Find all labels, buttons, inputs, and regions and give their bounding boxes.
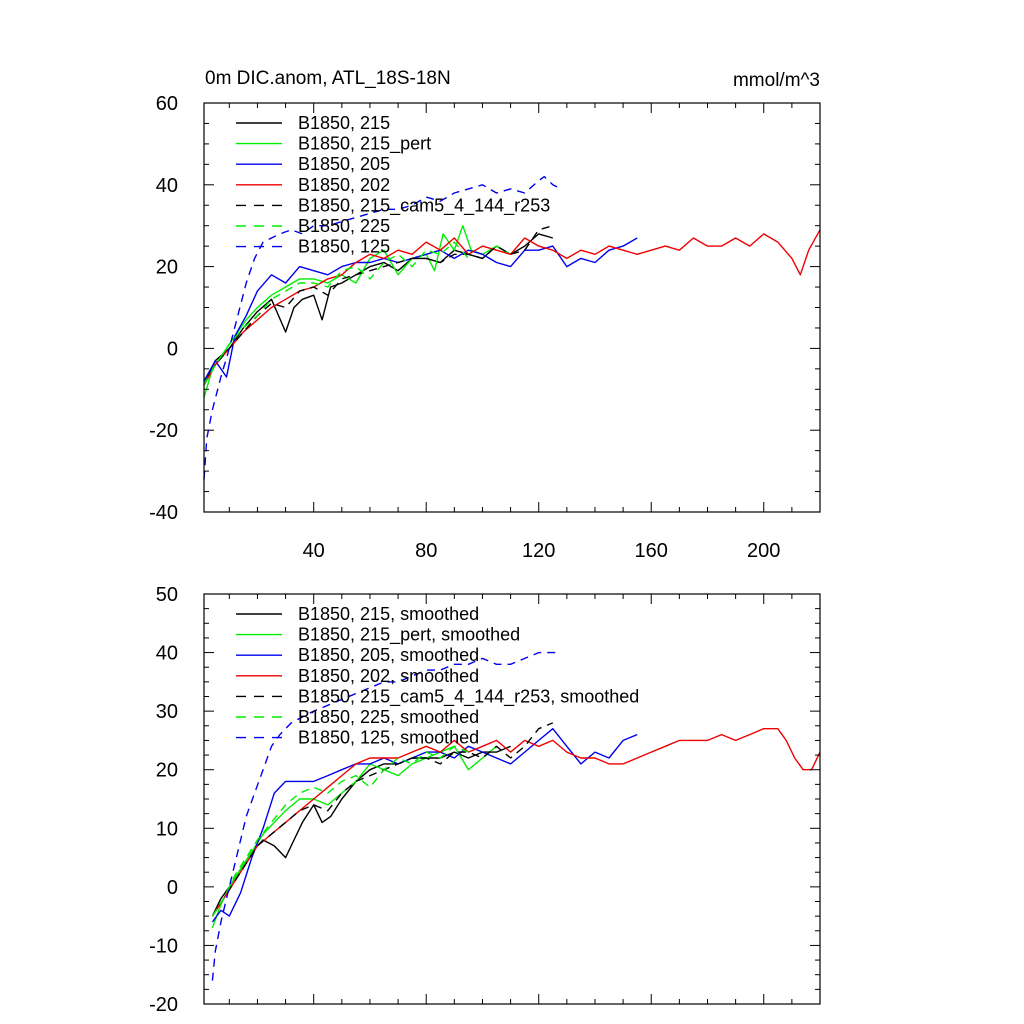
y-tick-label: 50: [156, 584, 178, 606]
series-line-1-1: [211, 745, 497, 929]
top-series-group: [203, 175, 821, 480]
legend-label: B1850, 215_pert: [298, 134, 431, 155]
y-tick-label: 10: [156, 818, 178, 840]
legend-label: B1850, 125: [298, 237, 390, 257]
y-tick-label: 0: [167, 877, 178, 899]
legend-label: B1850, 225, smoothed: [298, 707, 479, 727]
y-tick-label: 40: [156, 175, 178, 197]
x-tick-label: 80: [415, 540, 437, 562]
top-panel: 0m DIC.anom, ATL_18S-18N mmol/m^3 -40 -20…: [149, 68, 821, 562]
y-tick-label: 20: [156, 760, 178, 782]
series-line-0-6: [203, 175, 562, 480]
y-tick-label: 60: [156, 93, 178, 115]
legend-label: B1850, 202, smoothed: [298, 666, 479, 686]
y-tick-label: -20: [149, 994, 178, 1016]
series-line-1-0: [211, 745, 511, 917]
series-line-1-4: [211, 722, 554, 917]
top-axis-ticks: -40 -20 0 20 40 60 40 80 120 160 200: [149, 93, 821, 562]
legend-label: B1850, 225: [298, 216, 390, 236]
top-plot-frame: [203, 102, 821, 513]
x-tick-label: 200: [747, 540, 780, 562]
series-line-0-5: [203, 241, 469, 386]
y-tick-label: 0: [167, 338, 178, 360]
series-line-0-1: [203, 224, 511, 398]
y-tick-label: -20: [149, 420, 178, 442]
y-tick-label: 40: [156, 643, 178, 665]
x-tick-label: 120: [522, 540, 555, 562]
y-tick-label: 20: [156, 257, 178, 279]
legend-label: B1850, 202: [298, 175, 390, 195]
legend-label: B1850, 125, smoothed: [298, 728, 479, 748]
legend-label: B1850, 215_pert, smoothed: [298, 625, 520, 646]
y-tick-label: -40: [149, 502, 178, 524]
legend-label: B1850, 215, smoothed: [298, 604, 479, 624]
series-line-1-3: [211, 728, 821, 917]
x-tick-label: 40: [303, 540, 325, 562]
bottom-axis-ticks: -20 -10 0 10 20 30 40 50: [149, 584, 821, 1016]
x-tick-label: 160: [635, 540, 668, 562]
series-line-0-3: [203, 229, 821, 386]
bottom-series-group: [211, 651, 821, 981]
top-panel-title: 0m DIC.anom, ATL_18S-18N: [205, 68, 451, 89]
legend-label: B1850, 215_cam5_4_144_r253, smoothed: [298, 686, 639, 707]
series-line-1-5: [211, 745, 469, 917]
legend-label: B1850, 215: [298, 113, 390, 133]
top-panel-units: mmol/m^3: [733, 70, 820, 91]
y-tick-label: -10: [149, 935, 178, 957]
legend-label: B1850, 205: [298, 154, 390, 174]
y-tick-label: 30: [156, 701, 178, 723]
bottom-plot-frame: [203, 593, 821, 1005]
series-line-1-6: [211, 651, 562, 981]
legend-label: B1850, 215_cam5_4_144_r253: [298, 195, 550, 216]
legend-label: B1850, 205, smoothed: [298, 645, 479, 665]
